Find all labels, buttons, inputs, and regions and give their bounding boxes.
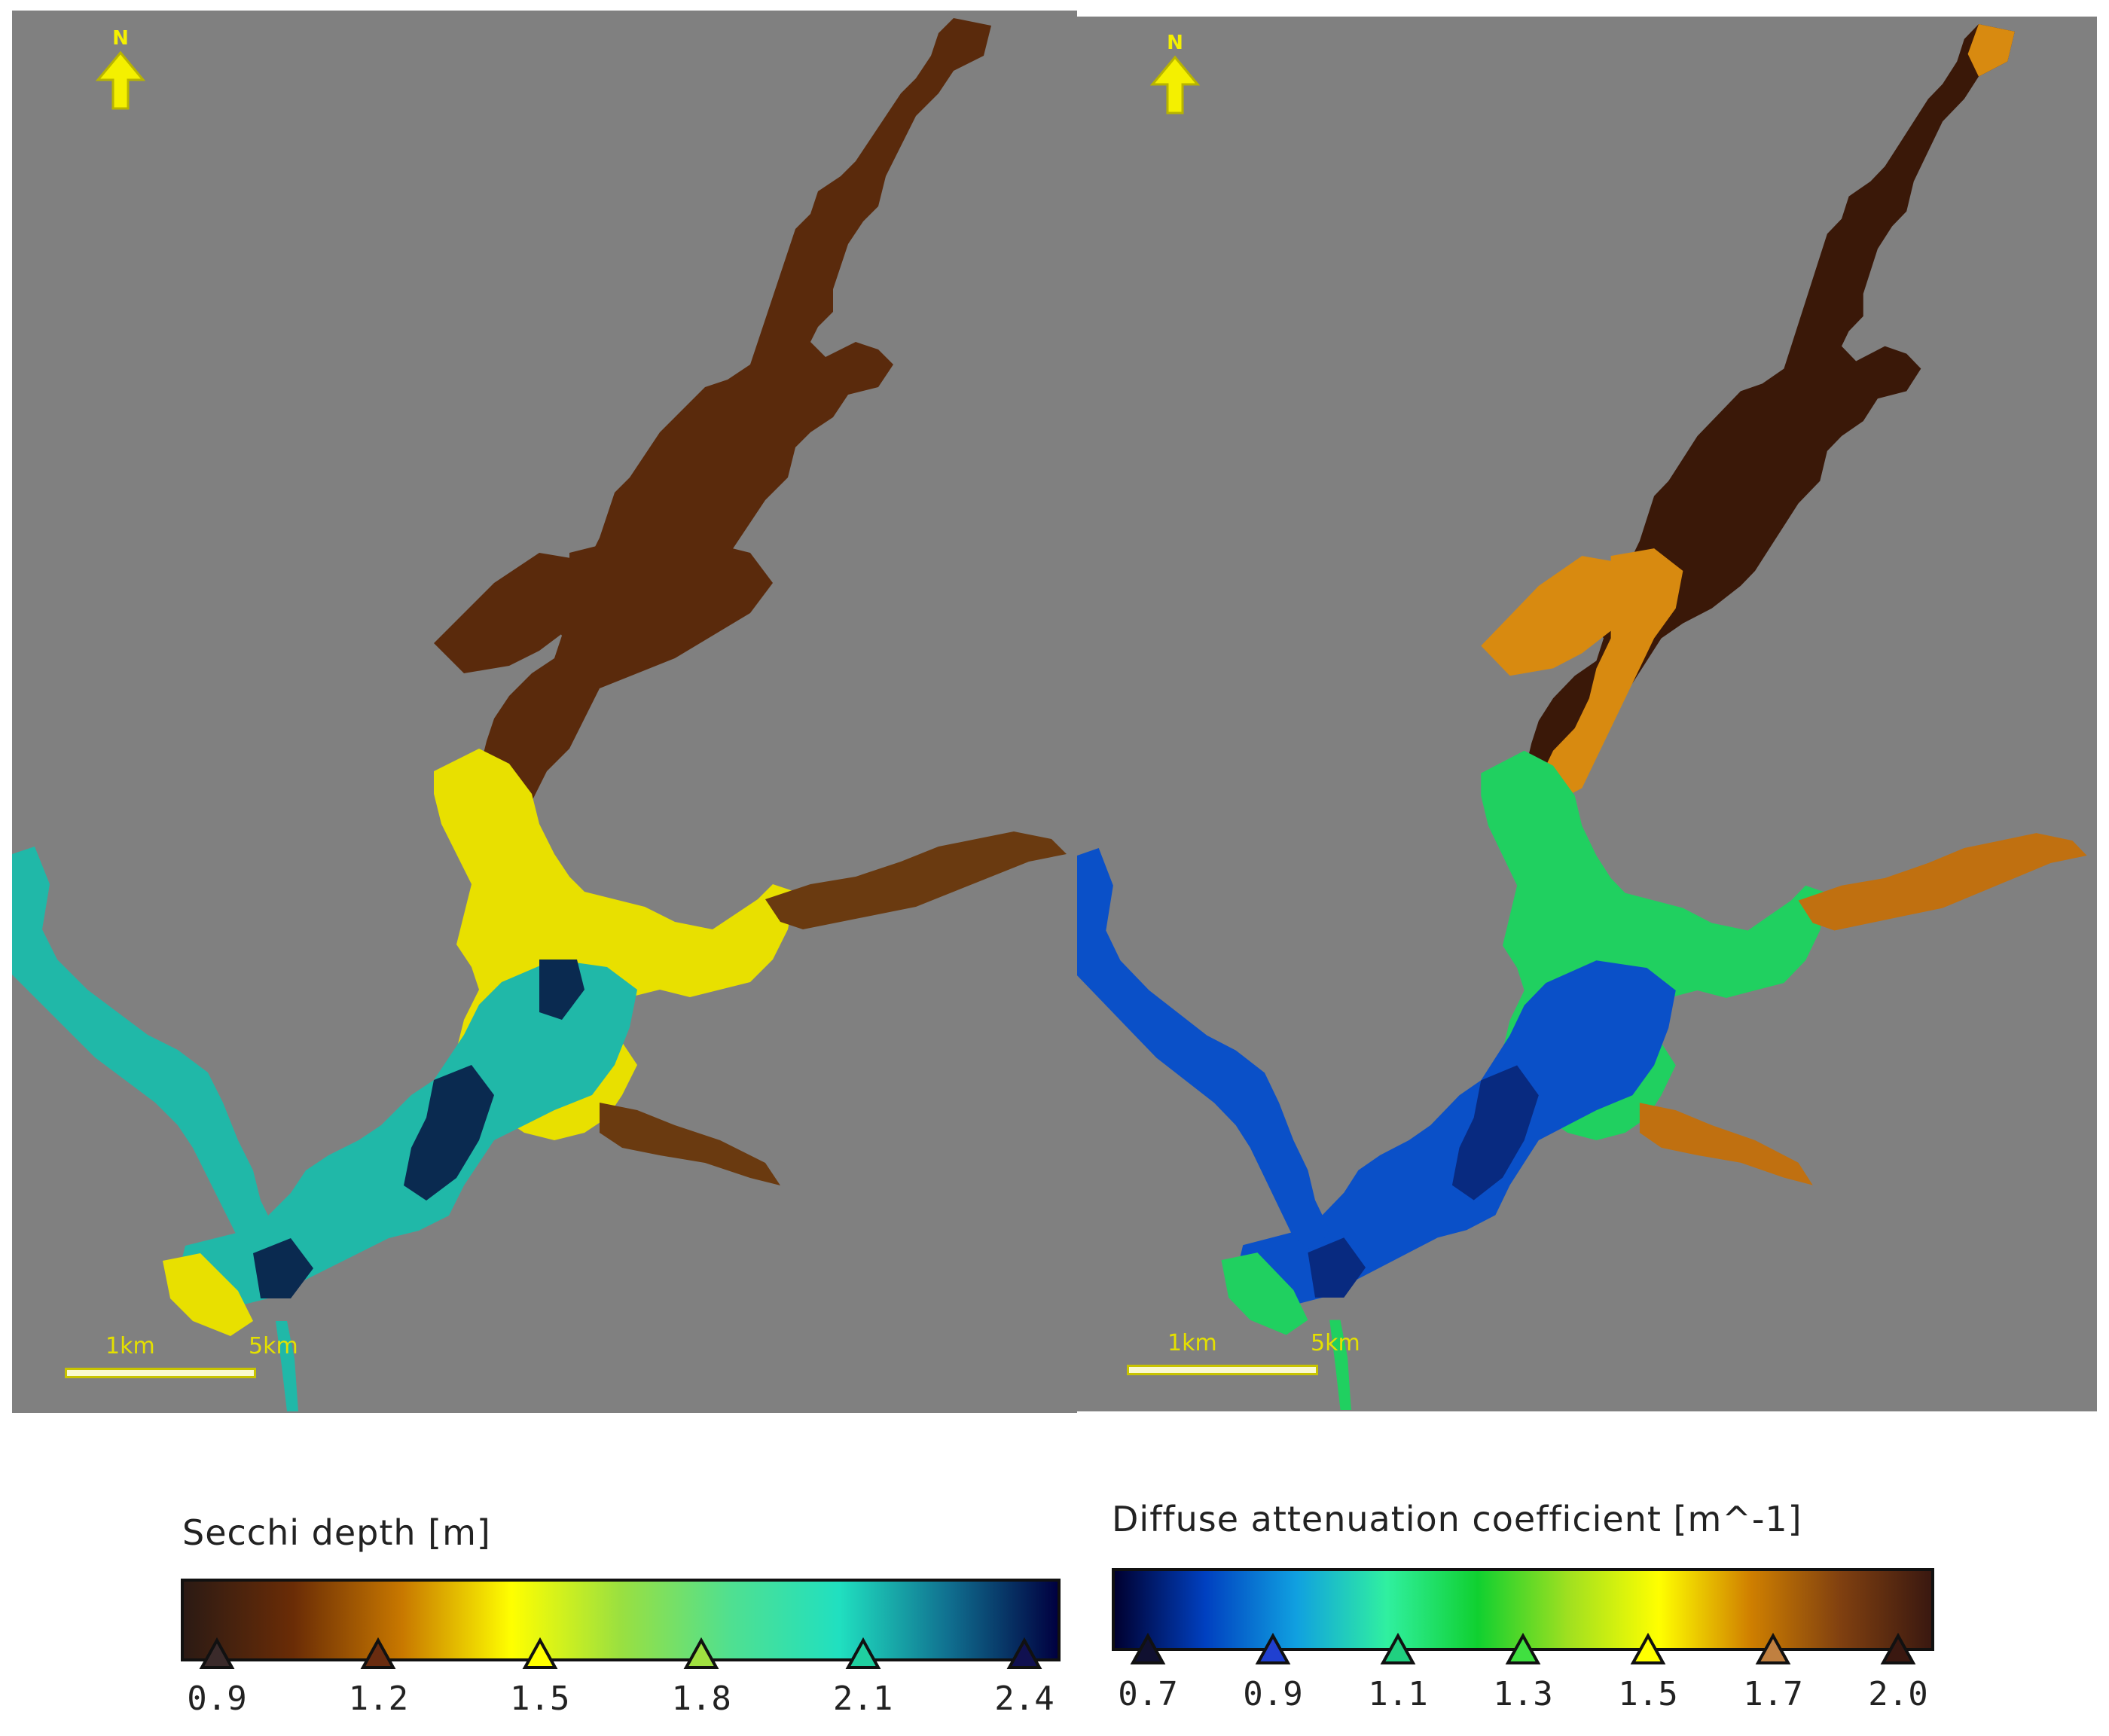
reservoir-water-body-kd bbox=[1077, 23, 2087, 1411]
tick-label: 0.7 bbox=[1118, 1675, 1178, 1713]
tick-triangle-icon bbox=[360, 1637, 396, 1669]
river-outlet bbox=[276, 1321, 298, 1411]
scale-bar: 1km 5km bbox=[1127, 1330, 1368, 1383]
deep-region-3 bbox=[1308, 1237, 1366, 1298]
tick-label: 1.5 bbox=[1618, 1675, 1678, 1713]
scale-label-5km: 5km bbox=[1311, 1330, 1360, 1356]
north-label: N bbox=[112, 27, 129, 50]
orange-lobe-west bbox=[1481, 556, 1625, 676]
tick-triangle-icon bbox=[1006, 1637, 1042, 1669]
north-arrow: N bbox=[90, 27, 151, 113]
north-arrow: N bbox=[1145, 32, 1205, 117]
north-label: N bbox=[1167, 32, 1183, 54]
north-arrow-icon bbox=[95, 50, 146, 110]
secchi-depth-map: N 1km 5km bbox=[12, 11, 1077, 1413]
upper-lobe-main bbox=[494, 538, 773, 809]
deep-region-1 bbox=[404, 1065, 494, 1201]
tick-triangle-icon bbox=[845, 1637, 881, 1669]
tick-label: 2.4 bbox=[994, 1680, 1054, 1718]
deep-region-2 bbox=[539, 960, 584, 1020]
deep-region-1 bbox=[1451, 1065, 1539, 1201]
north-arrow-icon bbox=[1149, 55, 1201, 114]
upper-tip bbox=[1967, 23, 2015, 77]
orange-lobe-main bbox=[1538, 548, 1683, 804]
tick-triangle-icon bbox=[1380, 1633, 1416, 1664]
southwest-lobe bbox=[1221, 1252, 1308, 1335]
tick-triangle-icon bbox=[1755, 1633, 1791, 1664]
southeast-arm bbox=[1639, 1103, 1813, 1185]
tick-triangle-icon bbox=[1130, 1633, 1166, 1664]
river-outlet bbox=[1329, 1320, 1351, 1411]
diffuse-attenuation-map: N 1km 5km bbox=[1077, 17, 2097, 1411]
colorbar-secchi bbox=[181, 1579, 1061, 1661]
scale-bar-line bbox=[65, 1368, 256, 1378]
reservoir-water-body bbox=[12, 18, 1067, 1411]
tick-triangle-icon bbox=[199, 1637, 235, 1669]
legend-title-secchi: Secchi depth [m] bbox=[182, 1512, 491, 1553]
scale-bar: 1km 5km bbox=[65, 1333, 306, 1386]
scale-label-1km: 1km bbox=[105, 1333, 155, 1359]
tick-label: 1.1 bbox=[1368, 1675, 1428, 1713]
lower-section bbox=[178, 960, 637, 1306]
tick-triangle-icon bbox=[683, 1637, 719, 1669]
tick-label: 0.9 bbox=[187, 1680, 247, 1718]
east-arm bbox=[1798, 833, 2087, 931]
western-tail bbox=[1077, 848, 1330, 1253]
lower-section bbox=[1235, 960, 1676, 1305]
western-tail bbox=[12, 847, 276, 1253]
tick-label: 1.5 bbox=[510, 1680, 570, 1718]
tick-label: 2.1 bbox=[832, 1680, 893, 1718]
tick-label: 2.0 bbox=[1868, 1675, 1928, 1713]
legend-title-kd: Diffuse attenuation coefficient [m^-1] bbox=[1112, 1499, 1802, 1539]
southeast-arm bbox=[600, 1103, 780, 1185]
scale-bar-line bbox=[1127, 1365, 1318, 1375]
southwest-lobe bbox=[163, 1253, 253, 1336]
upper-reach bbox=[1509, 23, 2015, 826]
tick-triangle-icon bbox=[1255, 1633, 1291, 1664]
tick-label: 1.2 bbox=[348, 1680, 409, 1718]
scale-label-5km: 5km bbox=[249, 1333, 298, 1359]
tick-label: 1.7 bbox=[1743, 1675, 1803, 1713]
upper-lobe-west bbox=[434, 553, 584, 673]
tick-label: 1.3 bbox=[1493, 1675, 1553, 1713]
tick-triangle-icon bbox=[1505, 1633, 1541, 1664]
scale-label-1km: 1km bbox=[1167, 1330, 1217, 1356]
deep-region-3 bbox=[253, 1238, 313, 1298]
east-arm bbox=[765, 831, 1067, 929]
tick-triangle-icon bbox=[1630, 1633, 1666, 1664]
tick-label: 1.8 bbox=[671, 1680, 731, 1718]
tick-triangle-icon bbox=[1880, 1633, 1916, 1664]
tick-label: 0.9 bbox=[1243, 1675, 1303, 1713]
tick-triangle-icon bbox=[522, 1637, 558, 1669]
upper-reach bbox=[464, 18, 991, 824]
